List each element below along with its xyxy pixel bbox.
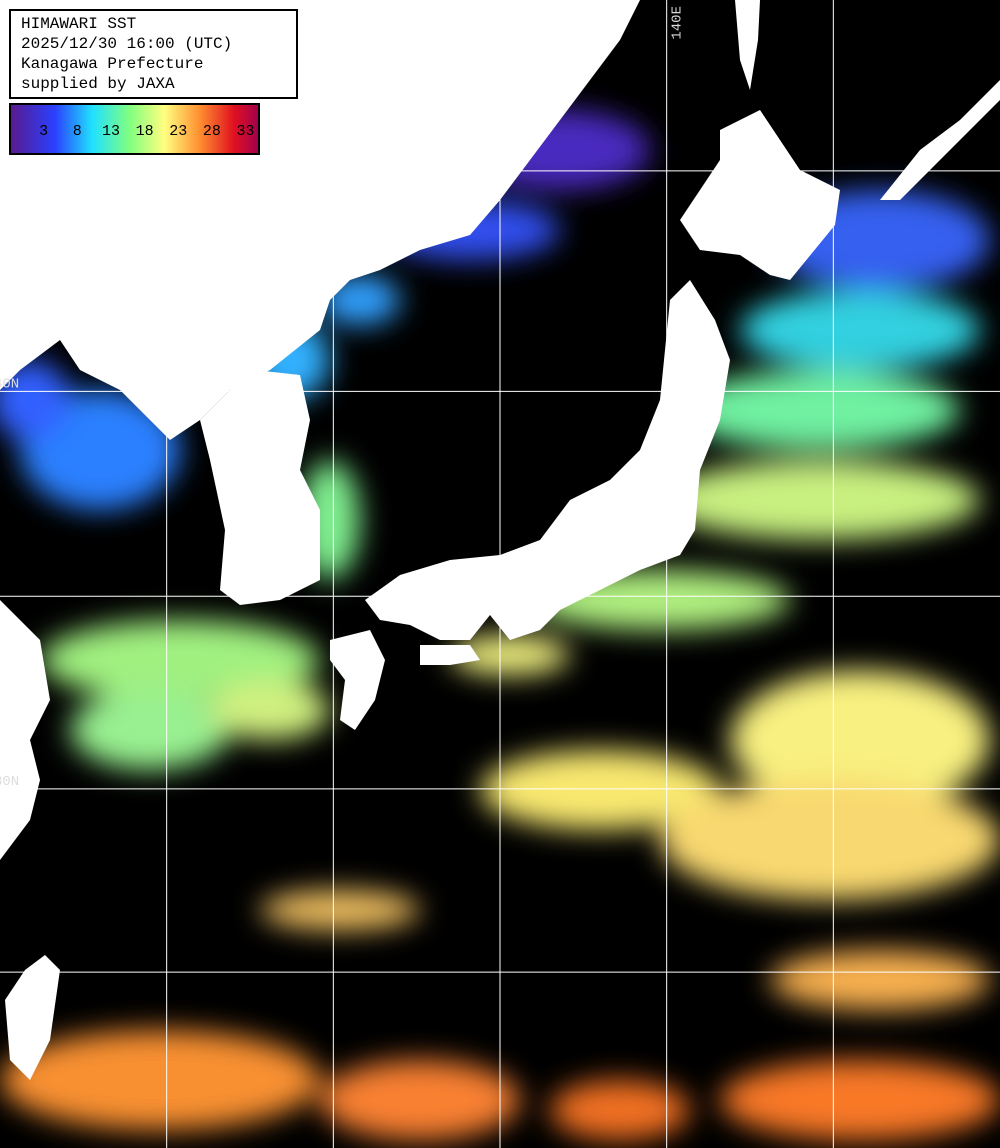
header-line: HIMAWARI SST: [21, 15, 136, 33]
grid-label: 30N: [0, 774, 19, 790]
header: HIMAWARI SST 2025/12/30 16:00 (UTC) Kanaga…: [21, 15, 232, 93]
korea: [200, 370, 320, 605]
header-line: supplied by JAXA: [21, 75, 175, 93]
colorbar-tick-label: 13: [102, 123, 120, 140]
colorbar: [9, 103, 260, 155]
colorbar-tick-label: 8: [73, 123, 82, 140]
taiwan: [5, 955, 60, 1080]
hokkaido: [680, 110, 840, 280]
grid-label: 140E: [670, 6, 686, 40]
shikoku: [420, 645, 480, 665]
header-line: 2025/12/30 16:00 (UTC): [21, 35, 232, 53]
colorbar-tick-label: 18: [136, 123, 154, 140]
island: [398, 127, 426, 163]
colorbar-ticks: 3 8 13 18 23 28 33: [39, 123, 254, 140]
kuril-coast: [880, 80, 1000, 200]
sakhalin: [735, 0, 760, 90]
colorbar-tick-label: 3: [39, 123, 48, 140]
kyushu: [330, 630, 385, 730]
colorbar-tick-label: 23: [169, 123, 187, 140]
honshu: [365, 280, 730, 640]
header-box: [9, 9, 298, 99]
colorbar-tick-label: 33: [237, 123, 255, 140]
grid-label: 40N: [0, 376, 19, 392]
colorbar-tick-label: 28: [203, 123, 221, 140]
china-coast: [0, 600, 50, 860]
header-line: Kanagawa Prefecture: [21, 55, 203, 73]
